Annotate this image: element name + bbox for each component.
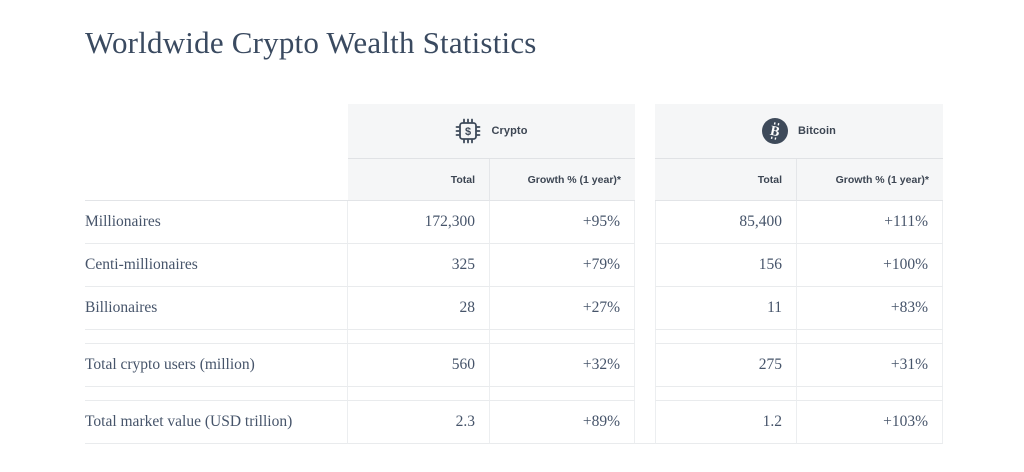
bitcoin-total-value: 156 <box>655 244 797 287</box>
bitcoin-icon: B <box>762 118 788 144</box>
col-header-bitcoin-growth: Growth % (1 year)* <box>797 159 943 201</box>
svg-text:B: B <box>769 124 781 141</box>
bitcoin-growth-value: +111% <box>797 201 943 244</box>
group-gap <box>635 287 655 330</box>
column-header-empty-cell <box>85 159 348 201</box>
col-header-crypto-total: Total <box>348 159 490 201</box>
group-gap <box>635 201 655 244</box>
crypto-total-value: 28 <box>348 287 490 330</box>
group-header-empty-cell <box>85 104 348 159</box>
table-row-millionaires: Millionaires 172,300 +95% 85,400 +111% <box>85 201 943 244</box>
bitcoin-growth-value: +100% <box>797 244 943 287</box>
table-row-centi-millionaires: Centi-millionaires 325 +79% 156 +100% <box>85 244 943 287</box>
bitcoin-growth-value: +31% <box>797 344 943 387</box>
group-gap <box>635 344 655 387</box>
page: Worldwide Crypto Wealth Statistics $ <box>85 25 943 444</box>
crypto-total-value: 325 <box>348 244 490 287</box>
spacer-row <box>85 330 943 344</box>
group-gap <box>635 401 655 444</box>
group-header-crypto: $ Crypto <box>348 104 635 159</box>
svg-text:$: $ <box>465 126 471 138</box>
col-header-bitcoin-total: Total <box>655 159 797 201</box>
crypto-total-value: 172,300 <box>348 201 490 244</box>
bitcoin-growth-value: +83% <box>797 287 943 330</box>
bitcoin-total-value: 85,400 <box>655 201 797 244</box>
table-row-total-market-value: Total market value (USD trillion) 2.3 +8… <box>85 401 943 444</box>
crypto-chip-icon: $ <box>455 118 481 144</box>
row-label: Millionaires <box>85 201 348 244</box>
bitcoin-total-value: 11 <box>655 287 797 330</box>
table-row-billionaires: Billionaires 28 +27% 11 +83% <box>85 287 943 330</box>
group-header-row: $ Crypto B <box>85 104 943 159</box>
row-label: Total crypto users (million) <box>85 344 348 387</box>
group-header-bitcoin: B Bitcoin <box>655 104 943 159</box>
row-label: Billionaires <box>85 287 348 330</box>
group-gap <box>635 104 655 159</box>
bitcoin-growth-value: +103% <box>797 401 943 444</box>
row-label: Centi-millionaires <box>85 244 348 287</box>
group-gap <box>635 244 655 287</box>
crypto-wealth-table: $ Crypto B <box>85 104 943 444</box>
bitcoin-total-value: 275 <box>655 344 797 387</box>
group-label-crypto: Crypto <box>491 125 528 137</box>
group-gap <box>635 159 655 201</box>
col-header-crypto-growth: Growth % (1 year)* <box>490 159 635 201</box>
table-row-total-crypto-users: Total crypto users (million) 560 +32% 27… <box>85 344 943 387</box>
page-title: Worldwide Crypto Wealth Statistics <box>85 25 537 60</box>
group-label-bitcoin: Bitcoin <box>798 125 836 137</box>
crypto-total-value: 560 <box>348 344 490 387</box>
row-label: Total market value (USD trillion) <box>85 401 348 444</box>
crypto-total-value: 2.3 <box>348 401 490 444</box>
crypto-growth-value: +95% <box>490 201 635 244</box>
spacer-row <box>85 387 943 401</box>
crypto-growth-value: +27% <box>490 287 635 330</box>
column-header-row: Total Growth % (1 year)* Total Growth % … <box>85 159 943 201</box>
bitcoin-total-value: 1.2 <box>655 401 797 444</box>
crypto-growth-value: +89% <box>490 401 635 444</box>
crypto-growth-value: +32% <box>490 344 635 387</box>
crypto-growth-value: +79% <box>490 244 635 287</box>
